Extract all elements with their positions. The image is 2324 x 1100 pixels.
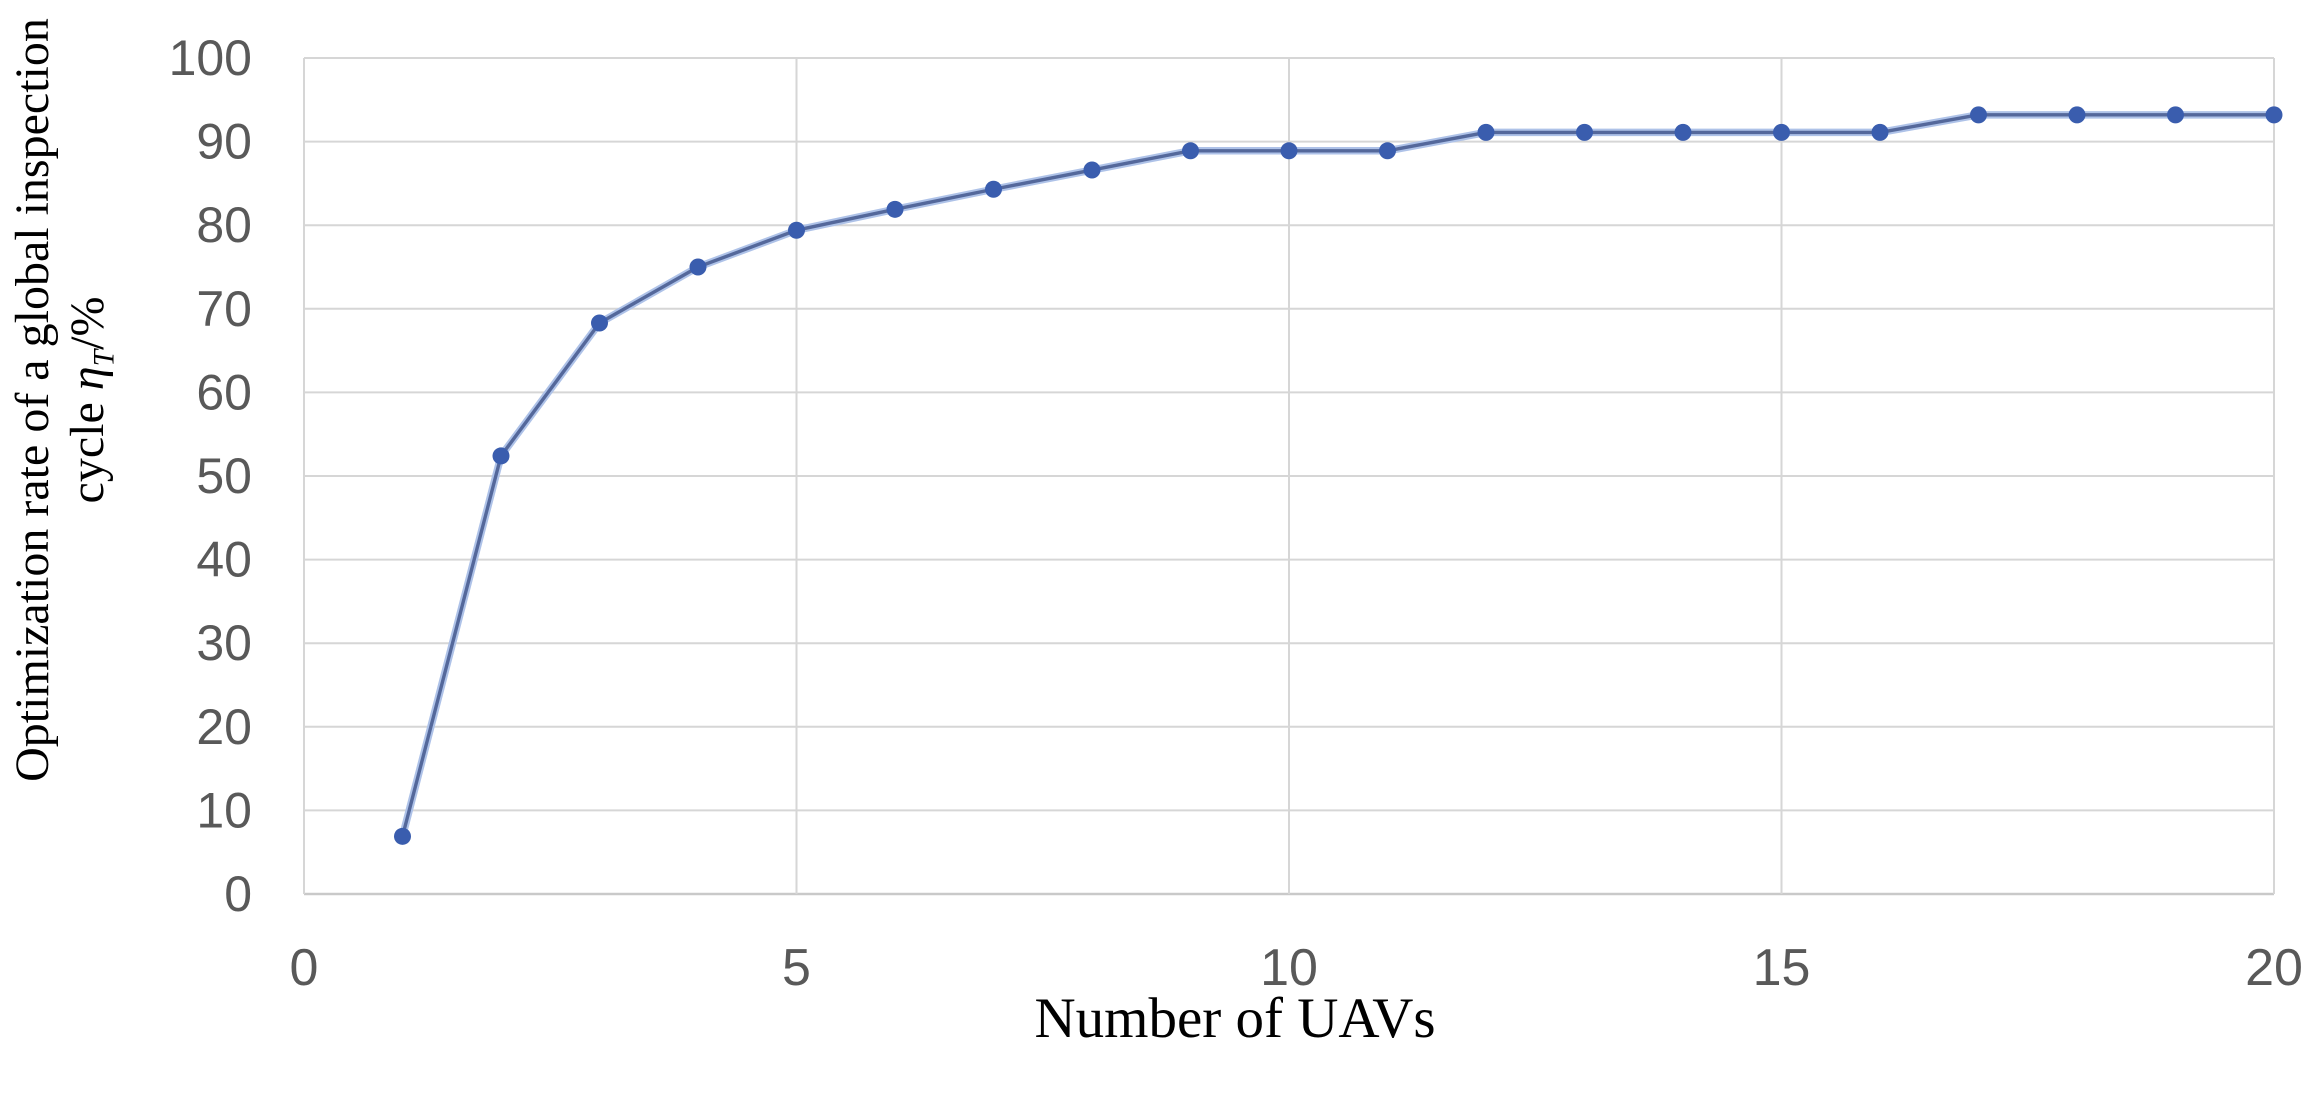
data-point-x20 [2265,106,2283,124]
x-axis-title: Number of UAVs [1034,987,1436,1050]
data-point-x2 [492,447,510,465]
y-axis-title-line2: cycle ηT/% [60,0,121,842]
y-tick-label-30: 30 [196,615,252,671]
y-tick-label-80: 80 [196,197,252,253]
y-tick-label-10: 10 [196,782,252,838]
y-tick-label-50: 50 [196,448,252,504]
data-point-x16 [1871,123,1889,141]
y-tick-label-40: 40 [196,532,252,588]
eta-symbol: η [61,366,114,391]
data-point-x10 [1280,142,1298,160]
y-axis-title: Optimization rate of a global inspection… [5,0,121,842]
data-point-x7 [985,180,1002,198]
x-tick-label-10: 10 [1260,939,1318,997]
data-point-x6 [886,200,904,218]
x-tick-label-0: 0 [290,939,319,997]
data-point-x17 [1970,106,1987,124]
data-point-x1 [394,827,411,845]
data-point-x14 [1674,123,1692,141]
data-point-x8 [1083,161,1101,179]
y-tick-label-0: 0 [224,866,252,922]
data-point-x19 [2167,106,2184,124]
y-tick-label-100: 100 [169,30,252,86]
y-axis-title-cycle: cycle [61,390,114,504]
data-point-x5 [788,221,805,239]
data-point-x12 [1477,123,1495,141]
data-point-x15 [1773,123,1790,141]
data-point-x3 [591,314,608,332]
eta-subscript: T [87,349,121,367]
y-tick-label-90: 90 [196,114,252,170]
data-point-x13 [1576,123,1593,141]
data-point-x11 [1379,142,1396,160]
data-point-x9 [1182,142,1199,160]
y-tick-label-60: 60 [196,364,252,420]
x-tick-label-20: 20 [2245,939,2303,997]
series-line [400,113,2276,839]
x-tick-label-15: 15 [1753,939,1811,997]
y-tick-label-70: 70 [196,281,252,337]
y-tick-label-20: 20 [196,699,252,755]
y-axis-title-percent: /% [61,296,114,350]
data-point-x4 [689,258,707,276]
x-tick-label-5: 5 [782,939,811,997]
data-point-x18 [2068,106,2086,124]
y-axis-title-line1: Optimization rate of a global inspection [6,18,59,782]
